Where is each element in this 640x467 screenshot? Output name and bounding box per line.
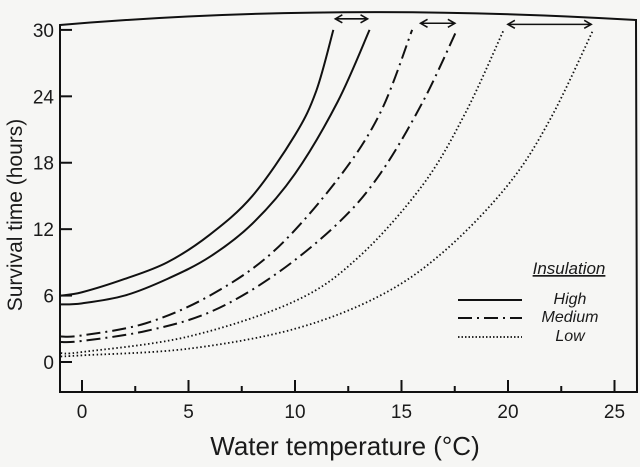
series-line-high-upper — [60, 29, 335, 297]
series-line-medium-lower — [60, 29, 458, 344]
legend-label-low: Low — [555, 328, 586, 345]
y-tick-label: 12 — [33, 220, 54, 241]
legend-label-high: High — [554, 291, 587, 308]
x-tick-label: 10 — [284, 402, 305, 423]
range-double-arrow — [333, 14, 370, 24]
y-tick-label: 6 — [43, 287, 54, 308]
x-tick-label: 0 — [77, 402, 88, 423]
series-line-low-upper — [60, 29, 505, 355]
series-line-low-lower — [60, 29, 595, 358]
x-axis-label: Water temperature (°C) — [210, 431, 480, 461]
series-line-medium-upper — [60, 29, 414, 338]
legend-label-medium: Medium — [542, 309, 599, 326]
y-tick-label: 0 — [43, 353, 54, 374]
range-double-arrow — [418, 18, 457, 28]
x-tick-label: 20 — [497, 402, 518, 423]
x-tick-label: 15 — [391, 402, 412, 423]
y-tick-label: 24 — [33, 87, 55, 108]
legend: Insulation High Medium Low — [458, 259, 605, 345]
legend-title: Insulation — [533, 259, 606, 278]
x-tick-label: 5 — [183, 402, 194, 423]
range-double-arrow — [506, 19, 593, 30]
x-tick-label: 25 — [604, 402, 625, 423]
y-tick-label: 18 — [33, 154, 54, 175]
plot-frame — [59, 11, 639, 393]
series-line-high-lower — [60, 29, 371, 306]
y-axis-label: Survival time (hours) — [4, 119, 27, 312]
y-tick-label: 30 — [33, 21, 54, 42]
